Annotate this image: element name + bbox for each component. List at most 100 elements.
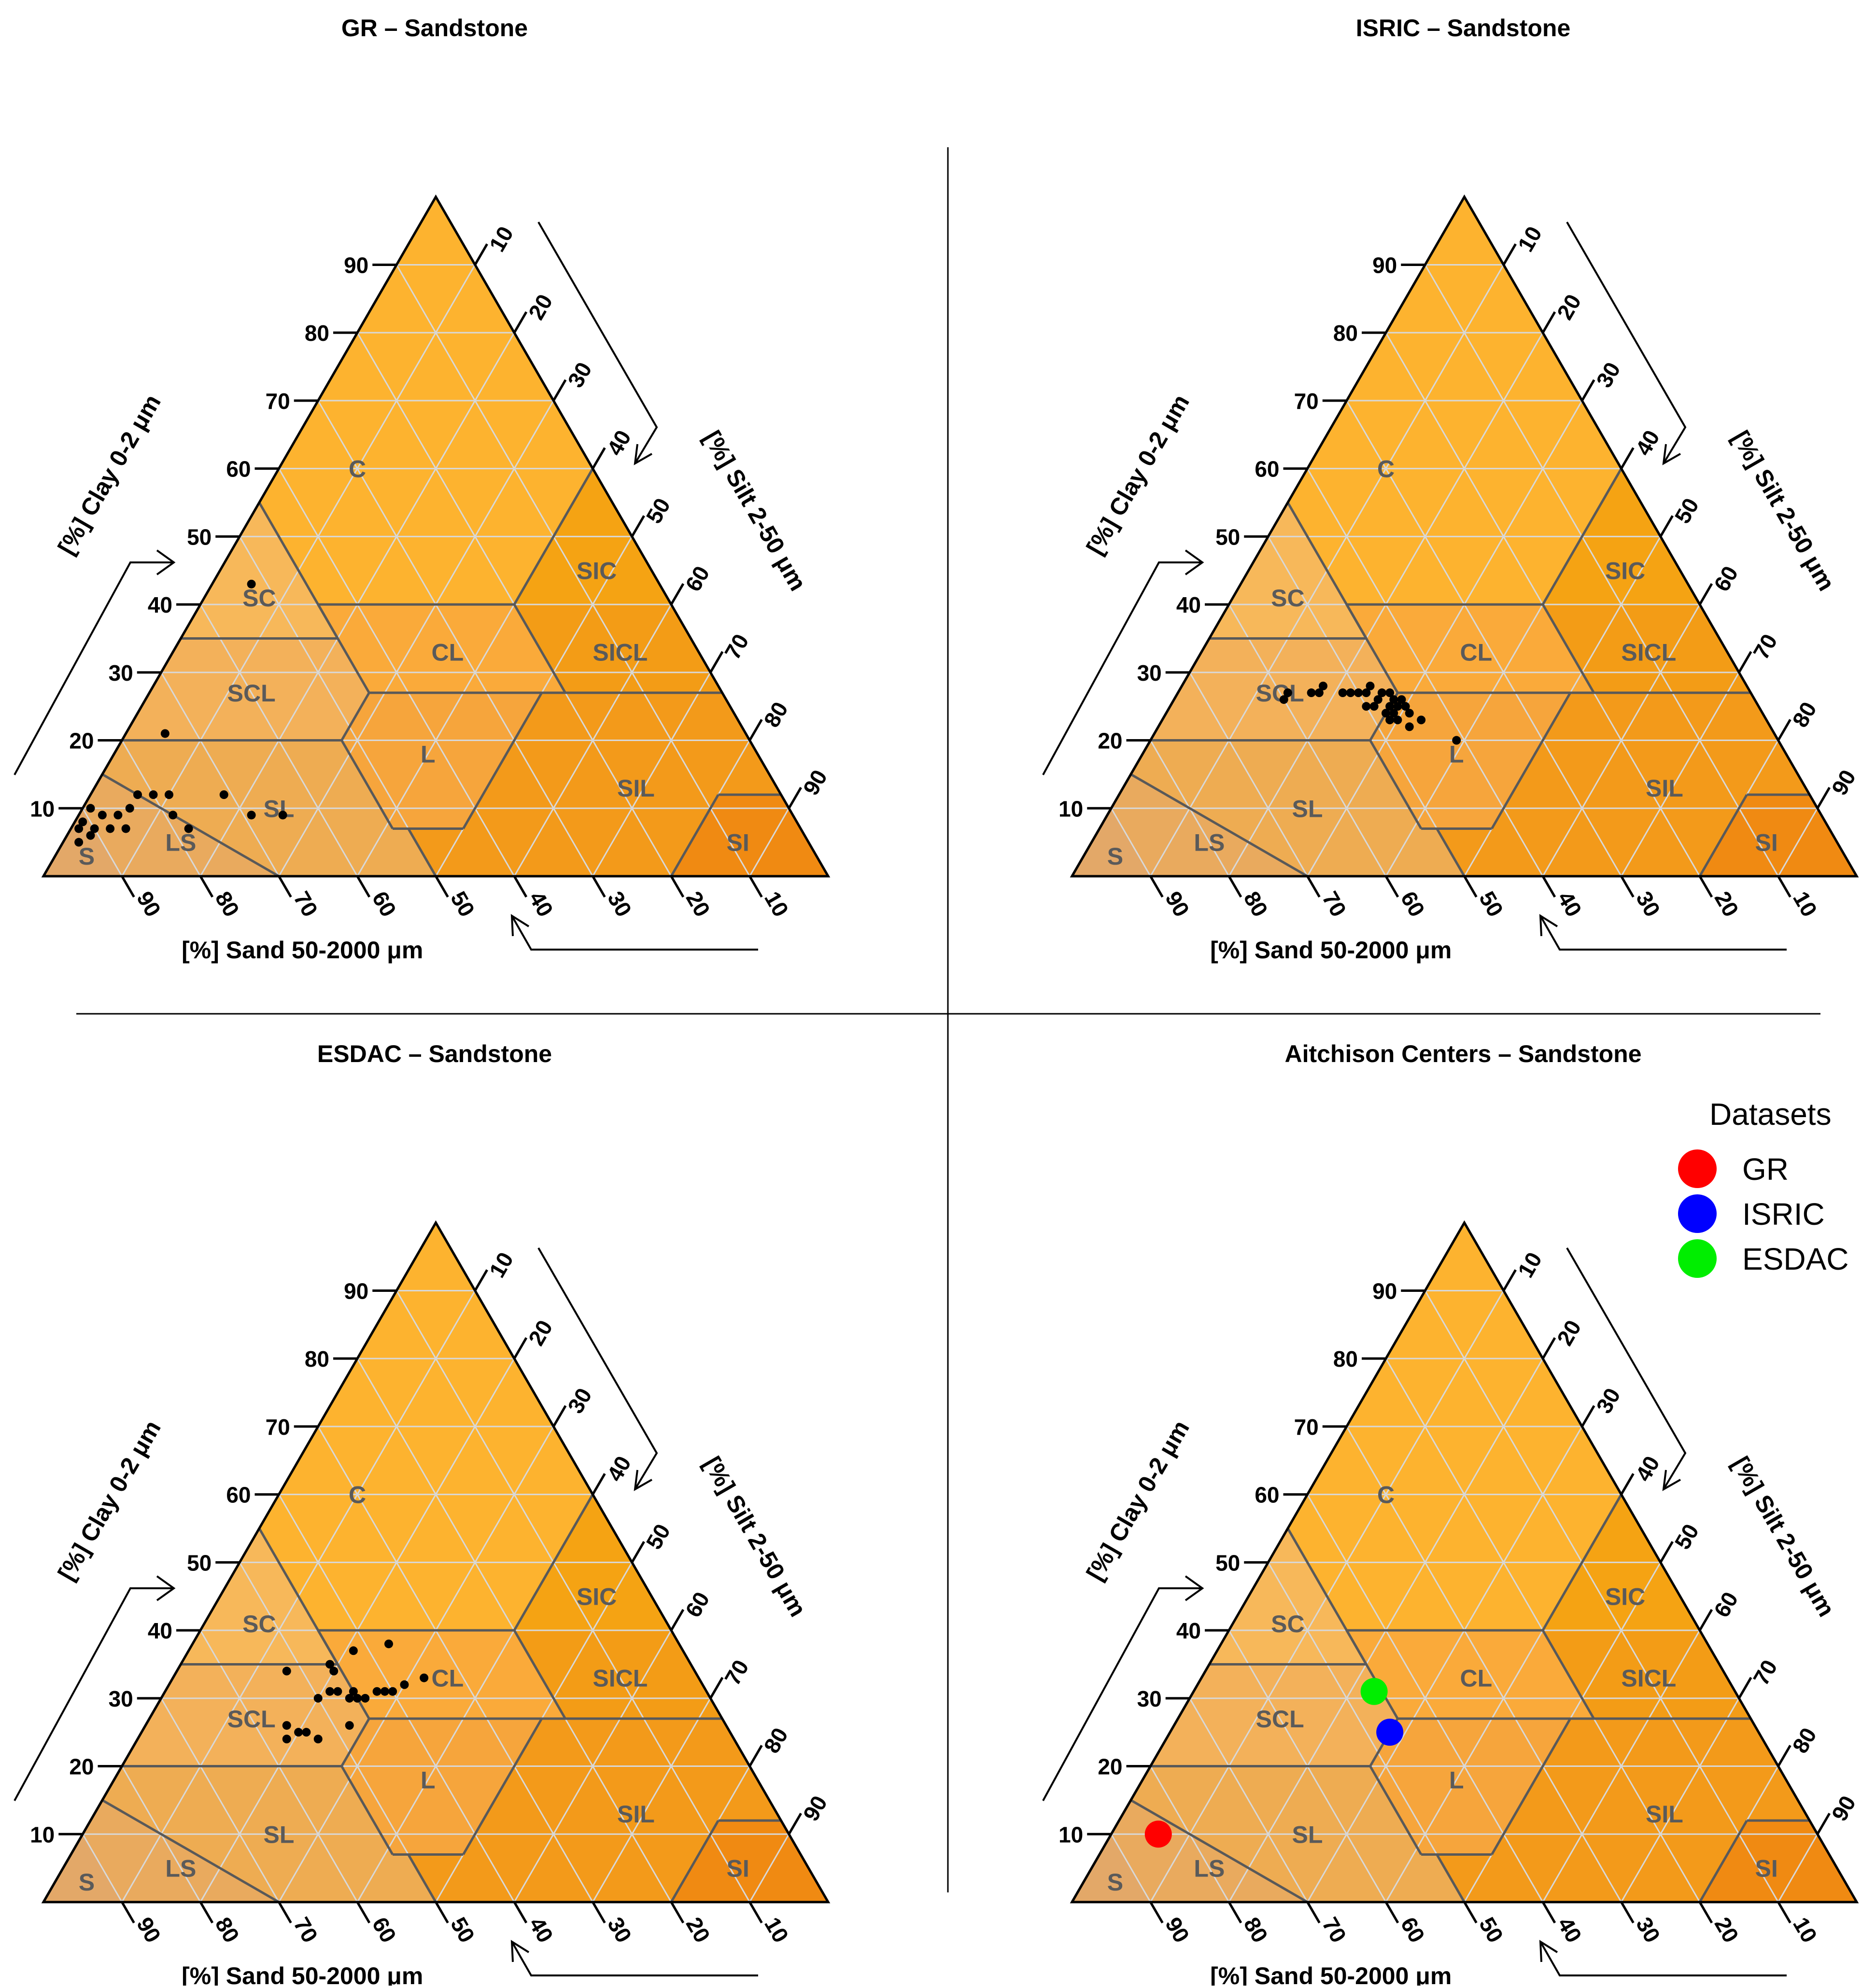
data-point [90,824,99,833]
center-point-gr [1144,1820,1172,1848]
gridline [317,1426,593,1903]
silt-tick [1659,515,1674,537]
data-point [282,1735,291,1744]
silt-tick [513,311,528,334]
silt-tick [474,1269,488,1291]
gridline [278,400,554,877]
data-point [1319,681,1327,690]
data-point [345,1721,354,1730]
clay-tick-label: 90 [1372,1278,1397,1303]
data-point [294,1728,303,1737]
data-points [74,579,287,847]
data-point [1397,695,1406,704]
sand-tick [356,875,371,898]
class-label-sl: SL [264,1821,295,1848]
class-label-c: C [349,456,366,483]
gridline [317,400,593,877]
gridline [592,1698,711,1903]
gridline [1424,264,1779,877]
data-point [1362,702,1371,711]
class-boundary [340,1718,370,1767]
sand-tick [356,1901,371,1924]
sand-tick [1227,875,1242,898]
silt-tick [1659,1541,1674,1563]
sand-tick [513,1901,528,1924]
gridline [395,1290,750,1903]
data-point [74,824,84,833]
class-boundary [340,740,394,829]
class-region-scl [1150,638,1398,741]
class-labels: C SIC SC CL SICL SCL L SIL SL LS S SI [1107,1482,1778,1896]
legend-label-gr: GR [1742,1152,1789,1187]
sand-tick [1463,1901,1478,1924]
clay-tick-label: 20 [1098,728,1122,754]
clay-tick-label: 10 [30,1822,55,1847]
clay-tick-label: 80 [305,321,329,346]
class-boundary [1436,828,1466,877]
clay-direction-arrow [1042,561,1202,775]
class-label-sicl: SICL [592,1665,648,1692]
class-label-scl: SCL [1256,1706,1304,1733]
direction-arrows [14,222,758,951]
class-label-ls: LS [165,1855,196,1882]
class-boundary [1698,794,1748,877]
clay-tick-label: 70 [266,1414,290,1440]
class-boundary [1345,1629,1399,1720]
sand-tick [1306,1901,1321,1924]
silt-tick [788,1813,802,1835]
clay-tick-label: 40 [148,1618,172,1643]
class-region-cl [318,604,565,693]
sand-tick [670,1901,685,1924]
class-label-l: L [1449,1767,1464,1794]
class-label-s: S [1107,843,1123,870]
class-boundary [462,1718,543,1855]
class-boundary [1130,773,1308,878]
data-point [1362,688,1371,698]
legend-swatch-gr [1678,1149,1717,1188]
data-points [282,1639,429,1744]
clay-tick-label: 50 [1215,524,1240,549]
class-boundary [407,1854,437,1903]
data-point [1366,681,1375,690]
silt-tick [1738,1677,1752,1699]
sand-direction-arrow [511,1941,758,1976]
data-point [169,811,178,820]
class-label-sc: SC [242,1610,276,1638]
class-region-scl [1150,1664,1398,1766]
sand-tick [435,1901,449,1924]
data-point [86,831,95,840]
sand-tick [748,1901,763,1924]
silt-direction-arrow [1566,222,1687,464]
legend-item-gr: GR [1678,1149,1789,1188]
class-labels: C SIC SC CL SICL SCL L SIL SL LS S SI [79,1482,749,1896]
class-boundary [462,692,543,829]
sand-tick [1698,875,1713,898]
class-label-sil: SIL [1646,775,1683,802]
class-label-c: C [1377,456,1395,483]
data-point [1377,688,1386,698]
silt-arrowhead [634,1470,652,1491]
clay-tick-label: 20 [69,728,94,754]
class-boundary [1345,603,1399,694]
clay-tick-label: 10 [1058,796,1083,821]
data-point [313,1694,323,1703]
clay-tick-label: 60 [1255,1483,1279,1508]
clay-direction-arrow [1042,1587,1202,1801]
class-label-si: SI [1755,829,1778,856]
data-point [1452,736,1461,745]
clay-tick-label: 30 [109,660,133,686]
data-point [98,811,107,820]
class-region-l [1370,1719,1570,1855]
class-label-sl: SL [1292,795,1323,822]
gridline [1621,672,1740,877]
legend-item-esdac: ESDAC [1678,1239,1849,1278]
clay-tick-label: 60 [1255,457,1279,482]
sand-axis-label: [%] Sand 50-2000 μm [182,1962,423,1986]
data-point [247,579,256,588]
data-point [133,790,142,799]
class-label-cl: CL [432,639,464,666]
class-label-sil: SIL [617,1801,655,1828]
data-point [74,838,84,847]
gridline [749,808,790,877]
